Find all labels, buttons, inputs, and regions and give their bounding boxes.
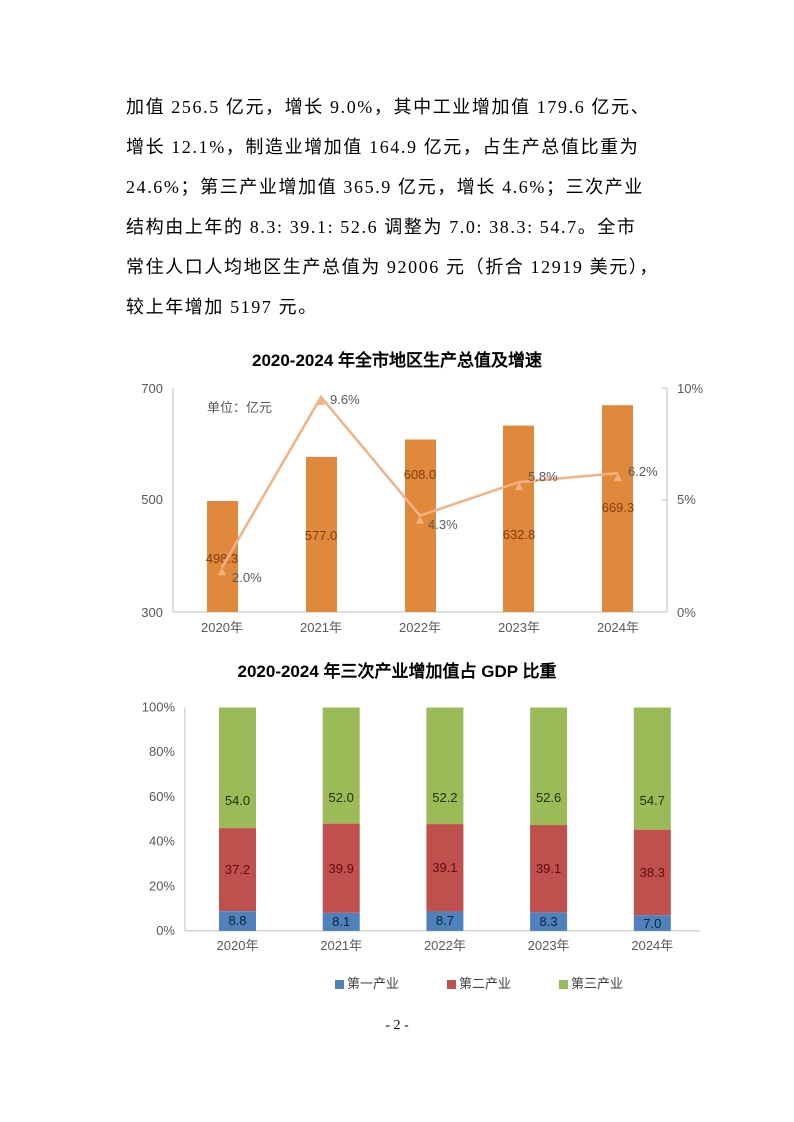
svg-text:5%: 5% <box>677 492 696 507</box>
svg-text:2.0%: 2.0% <box>232 570 262 585</box>
svg-text:6.2%: 6.2% <box>628 464 658 479</box>
svg-text:500: 500 <box>141 492 163 507</box>
svg-text:52.0: 52.0 <box>329 790 354 805</box>
svg-text:2022年: 2022年 <box>424 938 466 953</box>
svg-text:2022年: 2022年 <box>399 620 441 635</box>
svg-text:第二产业: 第二产业 <box>459 976 511 990</box>
svg-text:39.1: 39.1 <box>432 860 457 875</box>
svg-text:第三产业: 第三产业 <box>571 976 623 990</box>
svg-text:10%: 10% <box>677 381 703 396</box>
svg-text:2021年: 2021年 <box>300 620 342 635</box>
svg-text:100%: 100% <box>142 700 176 715</box>
svg-text:669.3: 669.3 <box>602 500 635 515</box>
svg-text:单位：亿元: 单位：亿元 <box>207 400 272 415</box>
svg-text:54.0: 54.0 <box>225 793 250 808</box>
svg-text:608.0: 608.0 <box>404 467 437 482</box>
svg-text:0%: 0% <box>677 605 696 620</box>
svg-text:80%: 80% <box>149 744 175 759</box>
svg-text:5.8%: 5.8% <box>528 469 558 484</box>
svg-text:300: 300 <box>141 605 163 620</box>
svg-text:38.3: 38.3 <box>640 865 665 880</box>
svg-text:8.1: 8.1 <box>332 914 350 929</box>
svg-text:37.2: 37.2 <box>225 862 250 877</box>
svg-text:9.6%: 9.6% <box>330 392 360 407</box>
svg-text:8.3: 8.3 <box>540 914 558 929</box>
svg-text:60%: 60% <box>149 789 175 804</box>
svg-text:2021年: 2021年 <box>320 938 362 953</box>
svg-text:7.0: 7.0 <box>643 916 661 931</box>
svg-text:52.6: 52.6 <box>536 790 561 805</box>
svg-text:700: 700 <box>141 381 163 396</box>
svg-text:2024年: 2024年 <box>631 938 673 953</box>
svg-text:20%: 20% <box>149 878 175 893</box>
svg-text:40%: 40% <box>149 834 175 849</box>
svg-text:2024年: 2024年 <box>597 620 639 635</box>
svg-text:第一产业: 第一产业 <box>347 976 399 990</box>
svg-text:8.8: 8.8 <box>228 913 246 928</box>
svg-text:2020年: 2020年 <box>217 938 259 953</box>
svg-text:632.8: 632.8 <box>503 527 536 542</box>
svg-text:0%: 0% <box>156 923 175 938</box>
svg-text:54.7: 54.7 <box>640 793 665 808</box>
svg-text:8.7: 8.7 <box>436 913 454 928</box>
svg-text:2023年: 2023年 <box>528 938 570 953</box>
svg-text:2023年: 2023年 <box>498 620 540 635</box>
svg-text:39.9: 39.9 <box>329 861 354 876</box>
svg-text:498.3: 498.3 <box>206 551 239 566</box>
svg-text:39.1: 39.1 <box>536 861 561 876</box>
svg-text:577.0: 577.0 <box>305 528 338 543</box>
svg-text:2020年: 2020年 <box>201 620 243 635</box>
svg-text:52.2: 52.2 <box>432 790 457 805</box>
svg-text:4.3%: 4.3% <box>428 517 458 532</box>
